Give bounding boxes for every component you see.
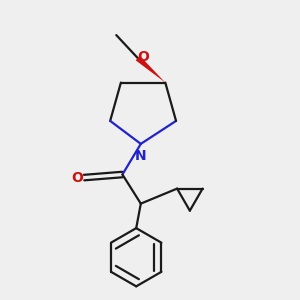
- Text: O: O: [137, 50, 149, 64]
- Text: N: N: [135, 149, 147, 164]
- Polygon shape: [136, 56, 165, 82]
- Text: O: O: [71, 171, 83, 184]
